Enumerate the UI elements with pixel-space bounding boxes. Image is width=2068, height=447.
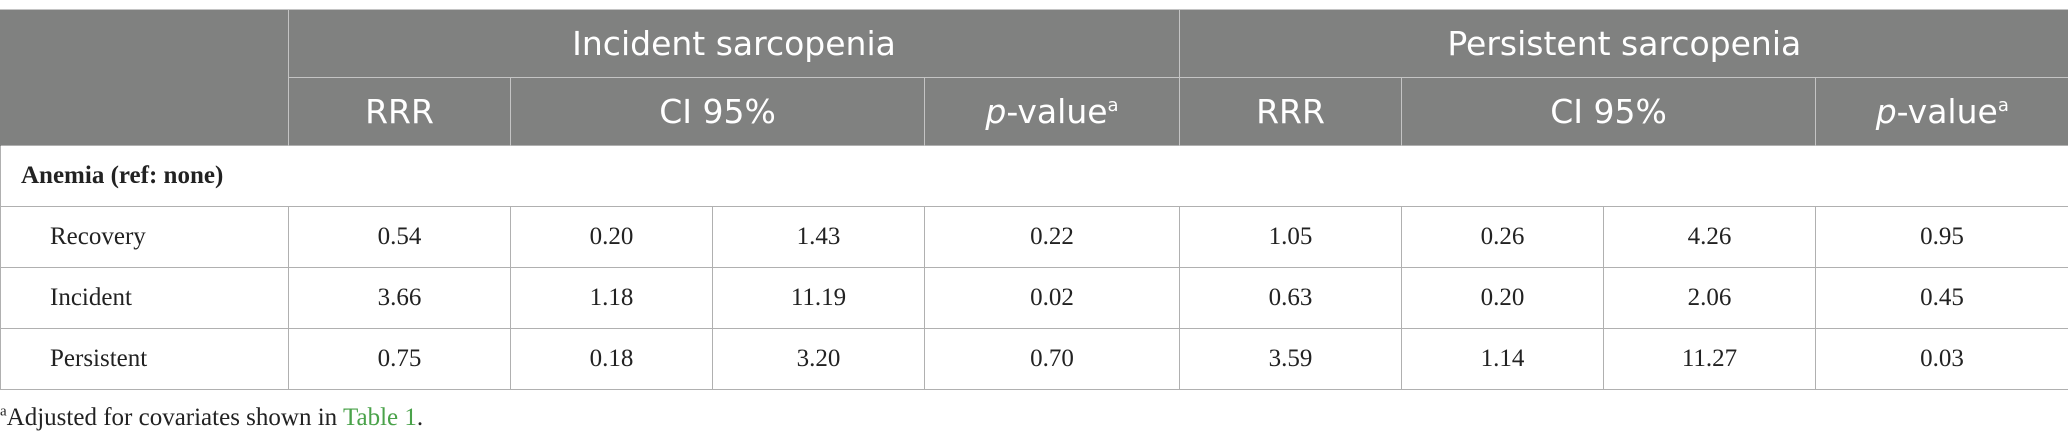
pvalue-italic: p — [985, 92, 1007, 131]
col-header-rrr: RRR — [1179, 77, 1402, 146]
pvalue-sup: a — [1997, 95, 2009, 116]
table-cell: 11.19 — [712, 267, 925, 329]
table-cell: 4.26 — [1603, 206, 1817, 268]
table-cell: 0.75 — [288, 328, 511, 390]
pvalue-rest: -value — [1896, 92, 1998, 131]
table-row: Incident 3.66 1.18 11.19 0.02 0.63 0.20 … — [0, 267, 2068, 329]
table-cell: 1.43 — [712, 206, 925, 268]
table-cell: 0.63 — [1179, 267, 1403, 329]
footnote-text: Adjusted for covariates shown in — [6, 404, 343, 431]
table-cell: 0.45 — [1815, 267, 2068, 329]
table-cell: 0.26 — [1401, 206, 1605, 268]
table-cell: 0.54 — [288, 206, 511, 268]
table-row: Persistent 0.75 0.18 3.20 0.70 3.59 1.14… — [0, 328, 2068, 390]
table-cell: 0.18 — [510, 328, 713, 390]
col-header-pvalue: p-valuea — [923, 77, 1180, 146]
footnote-marker: a — [0, 403, 7, 420]
group-header-persistent: Persistent sarcopenia — [1179, 9, 2068, 78]
col-header-ci: CI 95% — [1401, 77, 1816, 146]
table-cell: 0.20 — [510, 206, 713, 268]
table-cell: 0.03 — [1815, 328, 2068, 390]
table-row: Recovery 0.54 0.20 1.43 0.22 1.05 0.26 4… — [0, 206, 2068, 268]
table-cell: 1.14 — [1401, 328, 1605, 390]
table-cell: 11.27 — [1603, 328, 1817, 390]
section-row: Anemia (ref: none) — [0, 145, 2068, 207]
table-cell: 1.18 — [510, 267, 713, 329]
pvalue-sup: a — [1107, 95, 1119, 116]
row-label: Persistent — [0, 328, 289, 390]
pvalue-rest: -value — [1006, 92, 1108, 131]
table-cell: 0.22 — [923, 206, 1181, 268]
col-header-ci: CI 95% — [510, 77, 925, 146]
table-cell: 0.20 — [1401, 267, 1605, 329]
section-label: Anemia (ref: none) — [0, 145, 2068, 207]
table-cell: 3.59 — [1179, 328, 1403, 390]
pvalue-italic: p — [1875, 92, 1897, 131]
table-cell: 3.20 — [712, 328, 925, 390]
table-container: Incident sarcopenia Persistent sarcopeni… — [0, 9, 2068, 390]
table-cell: 1.05 — [1179, 206, 1403, 268]
footnote-end: . — [416, 404, 424, 431]
row-label: Recovery — [0, 206, 289, 268]
table-cell: 2.06 — [1603, 267, 1817, 329]
table-cell: 3.66 — [288, 267, 511, 329]
table-1-link[interactable]: Table 1 — [342, 404, 417, 431]
table-footnote: aAdjusted for covariates shown in Table … — [0, 404, 423, 432]
table-cell: 0.70 — [923, 328, 1181, 390]
table-cell: 0.02 — [923, 267, 1181, 329]
col-header-pvalue: p-valuea — [1815, 77, 2068, 146]
results-table: Incident sarcopenia Persistent sarcopeni… — [0, 9, 2068, 390]
group-header-incident: Incident sarcopenia — [287, 9, 1180, 78]
table-cell: 0.95 — [1815, 206, 2068, 268]
row-label: Incident — [0, 267, 289, 329]
col-header-rrr: RRR — [288, 77, 511, 146]
header-blank-cell — [0, 9, 289, 146]
